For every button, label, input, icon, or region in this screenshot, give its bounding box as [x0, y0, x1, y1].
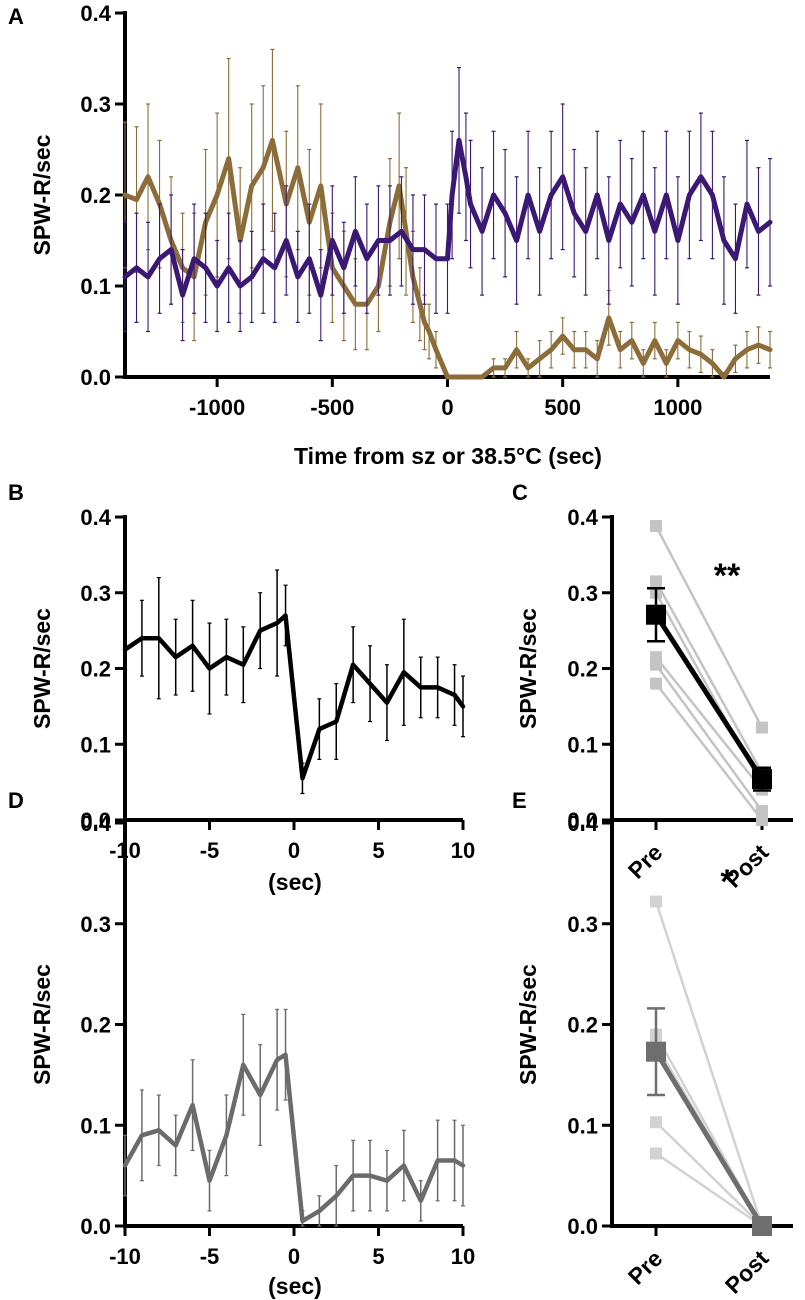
- panel-e-subject-line: [655, 1152, 763, 1228]
- panel-d-x-tick-label: -10: [109, 1244, 141, 1269]
- panel-b-y-tick-label: 0.4: [80, 505, 111, 530]
- panel-e-y-tick-label: 0.0: [567, 1214, 598, 1239]
- panel-e-subject-pre-marker: [650, 1147, 662, 1160]
- panel-b-y-tick-label: 0.0: [80, 808, 111, 833]
- panel-a-x-tick-label: 0: [441, 395, 453, 420]
- panel-c-subject-line: [654, 525, 764, 729]
- panel-b-series-mean: [122, 569, 466, 795]
- panel-d-x-tick-label: 5: [372, 1244, 384, 1269]
- panel-e-y-tick-label: 0.4: [567, 811, 598, 836]
- panel-c-mean-post-marker: [752, 769, 772, 790]
- panel-b-panel-label: B: [8, 480, 24, 505]
- panel-c-y-tick-label: 0.2: [567, 657, 598, 682]
- panel-c-y-tick-label: 0.0: [567, 808, 598, 833]
- panel-d-line-mean: [122, 1052, 466, 1224]
- panel-e-y-tick-label: 0.2: [567, 1013, 598, 1038]
- panel-c-mean-pre-marker: [646, 604, 666, 625]
- panel-e-x-tick-label: Post: [720, 1245, 774, 1299]
- panel-a-x-axis-label: Time from sz or 38.5°C (sec): [294, 443, 602, 469]
- panel-a-x-tick-label: -1000: [189, 395, 245, 420]
- panel-e-subject-pre-marker: [650, 1116, 662, 1129]
- panel-c-subject-line: [655, 682, 763, 821]
- panel-a-y-tick-label: 0.2: [80, 183, 111, 208]
- panel-e-mean-line: [653, 1050, 765, 1228]
- panel-b-x-tick-label: -5: [200, 838, 220, 863]
- panel-a-y-tick-label: 0.3: [80, 92, 111, 117]
- panel-d-panel-label: D: [8, 788, 24, 813]
- panel-c-subject-line: [655, 656, 763, 791]
- panel-e-x-tick-label: Pre: [623, 1245, 668, 1290]
- panel-d-y-axis-label: SPW-R/sec: [29, 964, 55, 1085]
- panel-a-y-tick-label: 0.1: [80, 274, 111, 299]
- panel-c-subject-line: [654, 663, 764, 812]
- panel-a-y-axis-label: SPW-R/sec: [29, 134, 55, 255]
- panel-b-x-tick-label: 0: [288, 838, 300, 863]
- panel-c-subject-line: [654, 580, 764, 774]
- panel-e-significance: *: [720, 863, 734, 901]
- panel-b-y-tick-label: 0.1: [80, 732, 111, 757]
- panel-e-subject-pre-marker: [650, 895, 662, 908]
- panel-a-panel-label: A: [8, 4, 24, 29]
- panel-a-series-purple: [122, 66, 773, 342]
- panel-d-x-tick-label: -5: [200, 1244, 220, 1269]
- panel-e-y-tick-label: 0.1: [567, 1113, 598, 1138]
- panel-c-subject-pre-marker: [650, 520, 662, 533]
- panel-a-line-brown: [122, 137, 773, 380]
- panel-c-subject-pre-marker: [650, 575, 662, 588]
- panel-c-panel-label: C: [512, 480, 528, 505]
- panel-a-y-tick-label: 0.0: [80, 365, 111, 390]
- panel-b-line-mean: [122, 613, 466, 781]
- panel-a-y-tick-label: 0.4: [80, 1, 111, 26]
- panel-a-line-purple: [122, 137, 773, 298]
- panel-c-mean-line: [653, 613, 765, 781]
- panel-e-panel-label: E: [512, 788, 527, 813]
- panel-a-x-tick-label: -500: [310, 395, 354, 420]
- panel-c-subject-post-marker: [756, 814, 768, 826]
- panel-e-subject-line: [654, 901, 764, 1227]
- panel-d-series-mean: [122, 1008, 466, 1227]
- panel-d-y-tick-label: 0.4: [80, 811, 111, 836]
- panel-b-x-tick-label: 5: [372, 838, 384, 863]
- panel-d-y-tick-label: 0.3: [80, 912, 111, 937]
- panel-c-subject-pre-marker: [650, 677, 662, 690]
- panel-c-subject-post-marker: [756, 721, 768, 734]
- panel-c-subject-post-marker: [756, 804, 768, 817]
- panel-d-x-axis-label: (sec): [268, 1273, 322, 1299]
- panel-d-y-tick-label: 0.1: [80, 1113, 111, 1138]
- panel-d-x-tick-label: 0: [288, 1244, 300, 1269]
- panel-c-y-tick-label: 0.4: [567, 505, 598, 530]
- panel-b-y-tick-label: 0.2: [80, 657, 111, 682]
- panel-d-y-tick-label: 0.0: [80, 1214, 111, 1239]
- panel-b-x-tick-label: 10: [451, 838, 475, 863]
- panel-b-x-axis-label: (sec): [268, 869, 322, 895]
- panel-c-y-tick-label: 0.3: [567, 581, 598, 606]
- panel-d-x-tick-label: 10: [451, 1244, 475, 1269]
- panel-a-x-tick-label: 500: [544, 395, 581, 420]
- panel-b-y-tick-label: 0.3: [80, 581, 111, 606]
- panel-c-significance: **: [714, 557, 741, 595]
- panel-b-y-axis-label: SPW-R/sec: [29, 608, 55, 729]
- panel-c-subject-pre-marker: [650, 658, 662, 671]
- panel-c-y-axis-label: SPW-R/sec: [515, 608, 541, 729]
- panel-a-x-tick-label: 1000: [653, 395, 702, 420]
- panel-e-y-tick-label: 0.3: [567, 912, 598, 937]
- panel-c-y-tick-label: 0.1: [567, 732, 598, 757]
- panel-c-x-tick-label: Pre: [623, 839, 668, 884]
- panel-e-y-axis-label: SPW-R/sec: [515, 964, 541, 1085]
- panel-e-subject-line: [655, 1121, 763, 1227]
- panel-e-mean-pre-marker: [646, 1041, 666, 1062]
- panel-d-y-tick-label: 0.2: [80, 1013, 111, 1038]
- panel-e-mean-post-marker: [752, 1216, 772, 1236]
